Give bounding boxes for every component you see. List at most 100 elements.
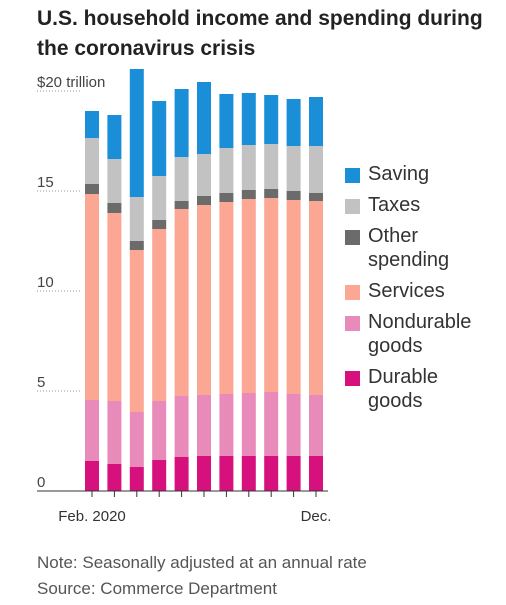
legend-swatch-saving (345, 168, 360, 183)
bar-segment-taxes (197, 154, 211, 196)
bar-segment-durable-goods (197, 456, 211, 491)
bar-segment-durable-goods (129, 467, 144, 491)
legend-swatch-taxes (345, 199, 360, 214)
bar-stack (264, 95, 279, 491)
bar-segment-other-spending (286, 191, 301, 200)
bar-segment-services (107, 213, 122, 401)
bar-segment-other-spending (174, 201, 189, 209)
chart-footer: Note: Seasonally adjusted at an annual r… (37, 550, 367, 602)
bar-segment-other-spending (241, 190, 256, 199)
x-tick-label-last: Dec. (301, 508, 332, 525)
y-tick-label: 15 (37, 174, 54, 191)
bar-stack (197, 82, 211, 491)
chart-note: Note: Seasonally adjusted at an annual r… (37, 553, 367, 572)
bar-segment-nondurable-goods (309, 395, 323, 456)
legend-label: Durable goods (368, 366, 439, 412)
bar-segment-other-spending (152, 220, 167, 229)
bar-segment-nondurable-goods (241, 393, 256, 456)
bar-segment-taxes (174, 157, 189, 201)
bar-segment-nondurable-goods (107, 401, 122, 464)
bar-segment-nondurable-goods (174, 396, 189, 457)
bar-segment-durable-goods (286, 456, 301, 491)
bar-stack (309, 97, 323, 491)
bar-segment-taxes (129, 197, 144, 241)
legend-item-other-spending: Other spending (345, 224, 505, 272)
legend-item-saving: Saving (345, 162, 505, 186)
legend-swatch-durable-goods (345, 371, 360, 386)
chart-title: U.S. household income and spending durin… (37, 7, 483, 60)
bar-stacks (85, 69, 323, 491)
legend-item-services: Services (345, 279, 505, 303)
bar-segment-services (219, 202, 234, 394)
bar-segment-other-spending (197, 196, 211, 205)
bar-stack (219, 94, 234, 491)
bar-segment-durable-goods (309, 456, 323, 491)
bar-segment-services (264, 198, 279, 392)
legend-item-durable-goods: Durable goods (345, 365, 505, 413)
x-tick-label-first: Feb. 2020 (58, 508, 126, 525)
bar-stack (286, 99, 301, 491)
bar-segment-saving (107, 115, 122, 159)
bar-segment-saving (197, 82, 211, 154)
bar-segment-saving (174, 89, 189, 157)
bar-segment-services (197, 205, 211, 395)
bar-segment-saving (309, 97, 323, 146)
bar-segment-saving (264, 95, 279, 144)
bar-segment-taxes (264, 144, 279, 189)
bar-segment-durable-goods (107, 464, 122, 491)
bar-segment-services (85, 194, 99, 400)
y-axis: 0 5 10 15 $20 trillion (37, 74, 105, 491)
bar-segment-other-spending (129, 241, 144, 250)
legend-label: Nondurable goods (368, 311, 472, 357)
bar-stack (85, 111, 99, 491)
bar-stack (174, 89, 189, 491)
bar-segment-other-spending (85, 184, 99, 194)
bar-segment-saving (219, 94, 234, 148)
bar-segment-durable-goods (219, 456, 234, 491)
legend-label: Services (368, 280, 445, 302)
legend-swatch-services (345, 285, 360, 300)
bar-segment-durable-goods (174, 457, 189, 491)
bar-segment-taxes (152, 176, 167, 220)
legend-label: Other spending (368, 225, 450, 271)
bar-segment-durable-goods (241, 456, 256, 491)
x-axis (91, 491, 317, 497)
bar-segment-taxes (309, 146, 323, 193)
bar-stack (241, 93, 256, 491)
bar-segment-saving (241, 93, 256, 145)
bar-segment-other-spending (309, 193, 323, 201)
y-tick-label: 10 (37, 274, 54, 291)
bar-segment-taxes (241, 145, 256, 190)
bar-segment-nondurable-goods (264, 392, 279, 456)
bar-segment-services (309, 201, 323, 395)
legend-item-taxes: Taxes (345, 193, 505, 217)
bar-segment-services (174, 209, 189, 396)
legend-label: Taxes (368, 194, 421, 216)
bar-segment-taxes (219, 148, 234, 193)
legend-item-nondurable-goods: Nondurable goods (345, 310, 505, 358)
bar-stack (129, 69, 144, 491)
bar-segment-services (152, 229, 167, 401)
bar-segment-services (286, 200, 301, 394)
bar-segment-other-spending (219, 193, 234, 202)
bar-segment-nondurable-goods (129, 412, 144, 467)
bar-segment-other-spending (107, 203, 122, 213)
bar-stack (107, 115, 122, 491)
y-tick-label: 0 (37, 474, 45, 491)
bar-stack (152, 101, 167, 491)
bar-segment-saving (286, 99, 301, 146)
legend: Saving Taxes Other spending Services Non… (345, 162, 505, 420)
legend-label: Saving (368, 163, 430, 185)
bar-segment-taxes (107, 159, 122, 203)
bar-segment-taxes (85, 138, 99, 184)
bar-segment-saving (85, 111, 99, 138)
bar-segment-durable-goods (152, 460, 167, 491)
bar-segment-nondurable-goods (286, 394, 301, 456)
y-tick-label: $20 trillion (37, 74, 105, 91)
bar-segment-durable-goods (85, 461, 99, 491)
bar-segment-nondurable-goods (219, 394, 234, 456)
legend-swatch-other-spending (345, 230, 360, 245)
chart-source: Source: Commerce Department (37, 579, 277, 598)
bar-segment-nondurable-goods (152, 401, 167, 460)
bar-segment-services (241, 199, 256, 393)
